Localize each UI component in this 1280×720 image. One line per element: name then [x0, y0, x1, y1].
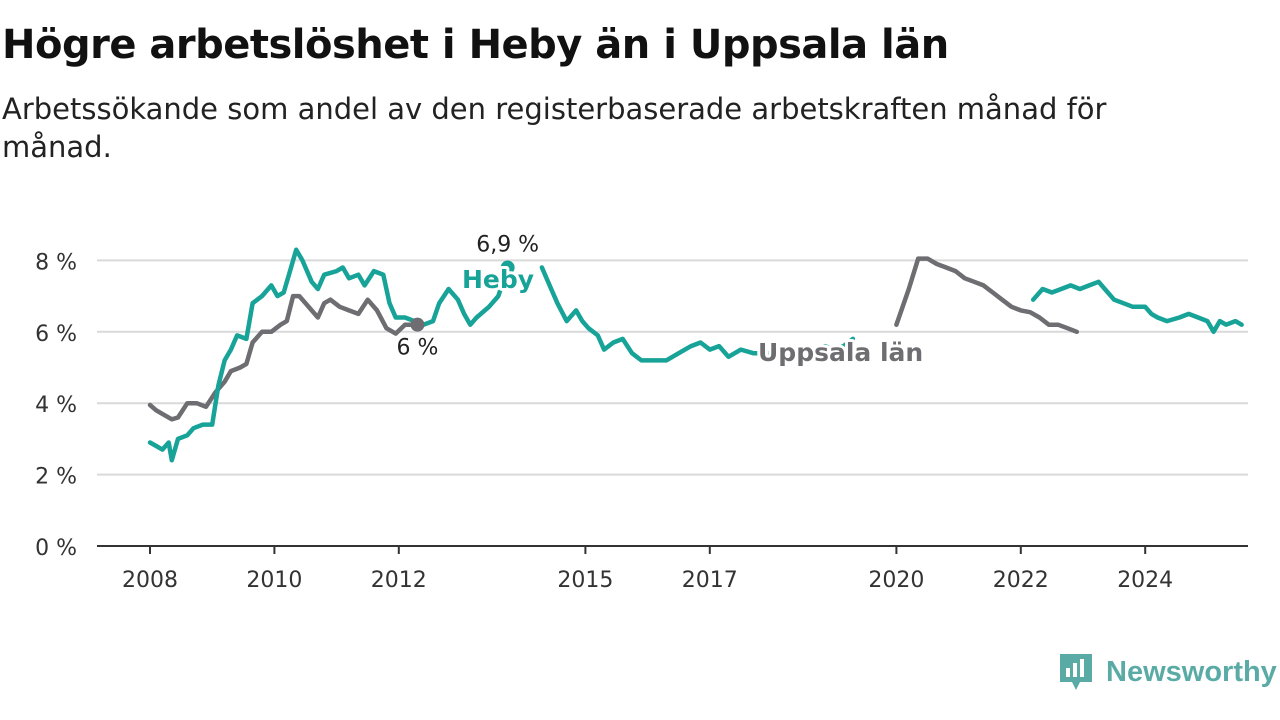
x-tick-label: 2012: [371, 568, 427, 593]
x-tick-label: 2020: [868, 568, 924, 593]
y-tick-label: 0 %: [35, 536, 77, 561]
series-line-heby: [539, 265, 856, 363]
y-axis-ticks: 0 % 2 % 4 % 6 % 8 %: [35, 250, 77, 561]
chart-title: Högre arbetslöshet i Heby än i Uppsala l…: [2, 22, 949, 68]
series-line-uppsala-lan: [894, 256, 1080, 335]
x-tick-label: 2024: [1117, 568, 1173, 593]
x-tick-label: 2015: [557, 568, 613, 593]
series-line-heby: [1030, 279, 1244, 335]
x-tick-label: 2022: [993, 568, 1049, 593]
y-tick-label: 2 %: [35, 465, 77, 490]
end-point-marker: [410, 317, 425, 332]
end-point-marker: [500, 260, 515, 275]
end-value-label: 6 %: [397, 336, 439, 361]
y-tick-label: 6 %: [35, 322, 77, 347]
gridlines: [97, 259, 1248, 476]
series-name-label: Uppsala län: [758, 338, 923, 367]
end-value-label: 6,9 %: [476, 233, 539, 258]
series-name-label: Heby: [462, 265, 534, 294]
brand-name: Newsworthy: [1106, 655, 1277, 688]
end-labels: 6 % 6,9 % Heby Uppsala län: [397, 233, 927, 370]
y-tick-label: 4 %: [35, 393, 77, 418]
x-tick-label: 2017: [682, 568, 738, 593]
series-lines: [147, 247, 1244, 463]
newsworthy-brand: Newsworthy: [1058, 652, 1277, 692]
x-tick-label: 2008: [122, 568, 178, 593]
x-axis: 2008 2010 2012 2015 2017 2020 2022 2024: [97, 545, 1248, 593]
series-line-heby: [147, 247, 510, 463]
series-line-uppsala-lan: [147, 293, 420, 422]
newsworthy-logo-icon: [1060, 654, 1092, 690]
y-tick-label: 8 %: [35, 250, 77, 275]
chart-subtitle: Arbetssökande som andel av den registerb…: [2, 92, 1107, 164]
x-tick-label: 2010: [246, 568, 302, 593]
